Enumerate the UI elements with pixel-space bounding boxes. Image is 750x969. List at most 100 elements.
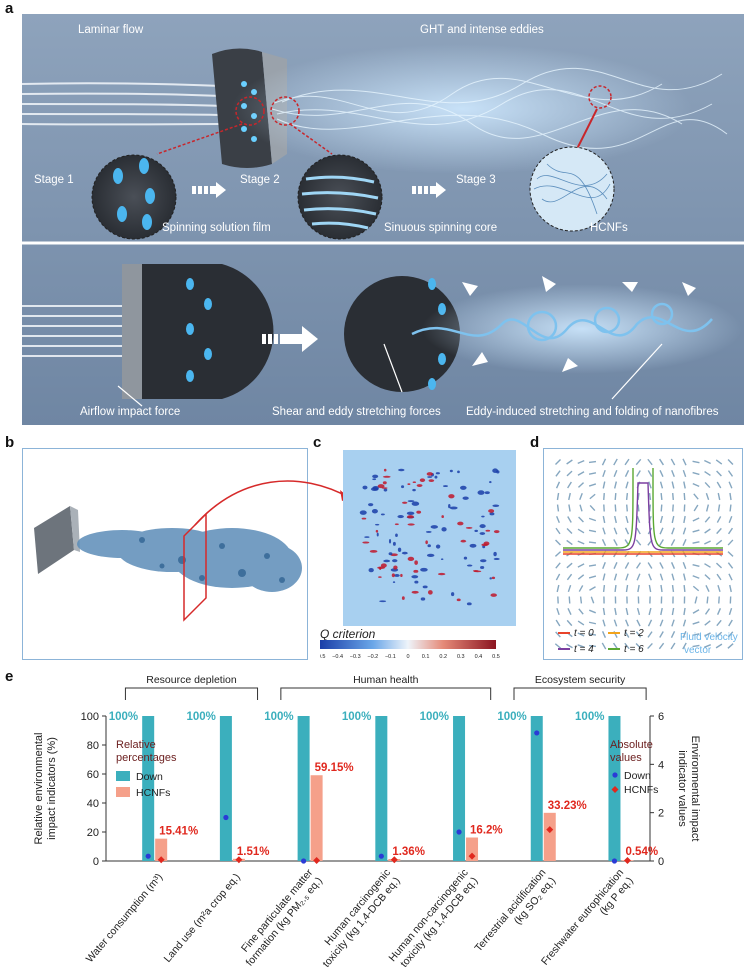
- fibre-strands-top: [271, 67, 728, 149]
- q-colorbar-tick: 0.1: [422, 654, 430, 660]
- bar-down: [530, 716, 543, 861]
- velocity-vector: [693, 493, 699, 500]
- q-blob: [380, 563, 387, 568]
- plane-arrow: [194, 480, 351, 526]
- velocity-vector: [727, 643, 734, 649]
- q-blob: [448, 504, 451, 509]
- q-colorbar-tick: 0: [406, 654, 409, 660]
- velocity-vector: [624, 562, 630, 569]
- q-colorbar-tick: −0.4: [332, 654, 343, 660]
- label-shear-eddy: Shear and eddy stretching forces: [272, 406, 441, 418]
- fluid-velocity-label-2: vector: [684, 645, 712, 656]
- abs-marker-down: [378, 853, 384, 859]
- velocity-vector: [692, 644, 700, 648]
- velocity-vector: [637, 492, 640, 501]
- velocity-vector: [601, 642, 607, 650]
- q-blob: [395, 533, 398, 537]
- velocity-vector: [648, 492, 652, 501]
- legend-t0: t = 0: [558, 628, 594, 639]
- velocity-vector: [566, 459, 573, 465]
- bar-down: [375, 716, 388, 861]
- velocity-vector: [683, 515, 686, 524]
- velocity-vector: [692, 609, 700, 614]
- velocity-vector: [659, 539, 664, 546]
- y-axis-title-left: Relative environmentalimpact indicators …: [33, 733, 58, 845]
- velocity-vector: [660, 584, 663, 593]
- q-blob: [376, 532, 379, 537]
- velocity-vector: [703, 644, 712, 648]
- shear-circle: [344, 276, 460, 392]
- velocity-vector: [716, 573, 722, 581]
- velocity-vector: [602, 481, 606, 489]
- big-arrow: [262, 326, 318, 352]
- laminar-flow-lines: [22, 82, 223, 126]
- q-blob: [425, 530, 432, 533]
- velocity-vector: [670, 458, 676, 466]
- velocity-vector: [647, 562, 653, 569]
- y-tick-label-left: 0: [93, 856, 99, 868]
- x-category-label: Fine particulate matterformation (kg PM₂…: [234, 866, 325, 968]
- legend-t2: t = 2: [608, 628, 644, 639]
- bar-label-hcnfs: 59.15%: [315, 762, 354, 774]
- velocity-vector: [648, 573, 652, 581]
- y-axis-title-right: Environmental impactindicator values: [676, 736, 701, 842]
- bar-label-hcnfs: 1.36%: [392, 846, 425, 858]
- velocity-vector: [728, 607, 733, 616]
- q-blob: [407, 500, 415, 503]
- group-label: Resource depletion: [146, 674, 237, 686]
- velocity-vector: [660, 607, 663, 616]
- bar-label-hcnfs: 15.41%: [159, 826, 198, 838]
- panel-letter-c: c: [313, 434, 322, 451]
- legend-label-abs-hcnfs: HCNFs: [624, 784, 658, 796]
- q-blob: [427, 476, 433, 478]
- q-blob: [451, 592, 455, 597]
- q-blob: [437, 572, 446, 576]
- q-blob: [375, 529, 379, 533]
- q-blob: [393, 565, 398, 570]
- q-blob: [378, 576, 382, 578]
- q-blob: [462, 496, 469, 500]
- velocity-vector: [672, 492, 674, 501]
- q-blob: [407, 556, 415, 562]
- legend-label-hcnfs: HCNFs: [136, 787, 170, 799]
- bar-label-down: 100%: [342, 711, 371, 723]
- velocity-vector: [613, 469, 618, 478]
- legend-right-title-2: values: [610, 752, 642, 764]
- velocity-vector: [647, 458, 653, 466]
- q-blob: [460, 539, 467, 543]
- q-blob: [413, 569, 419, 573]
- q-blob: [493, 530, 500, 534]
- velocity-vector: [589, 586, 596, 591]
- bar-label-down: 100%: [497, 711, 526, 723]
- velocity-vector: [556, 584, 560, 593]
- q-blob: [460, 485, 467, 490]
- legend-marker-hcnfs: [611, 786, 619, 793]
- q-blob: [428, 479, 435, 483]
- q-blob: [449, 506, 458, 510]
- velocity-vector: [728, 619, 733, 627]
- q-blob: [392, 581, 396, 584]
- velocity-vector: [588, 575, 597, 579]
- legend-t6: t = 6: [608, 644, 644, 655]
- velocity-vector: [683, 492, 686, 501]
- q-criterion-colorbar: −0.5 −0.4 −0.3 −0.2 −0.1 0 0.1 0.2 0.3 0.4 0.5: [320, 640, 500, 660]
- q-blob: [479, 524, 486, 529]
- legend-marker-down: [612, 772, 618, 778]
- velocity-vector: [717, 504, 721, 512]
- velocity-vector: [625, 481, 629, 489]
- bar-hcnfs: [543, 812, 556, 861]
- velocity-vector: [693, 504, 699, 512]
- bar-hcnfs: [155, 838, 168, 861]
- velocity-vector: [556, 607, 560, 616]
- velocity-vector: [614, 584, 617, 593]
- abs-marker-hcnfs: [235, 856, 243, 864]
- label-spinning-solution-film: Spinning solution film: [162, 222, 271, 234]
- velocity-vector: [715, 539, 723, 546]
- panel-a-illustration: [22, 14, 744, 425]
- y-tick-label-left: 60: [87, 769, 99, 781]
- velocity-vector: [671, 515, 675, 524]
- velocity-vector: [613, 458, 618, 466]
- velocity-vector: [671, 527, 675, 535]
- velocity-vector: [555, 562, 561, 569]
- legend-left-title-1: Relative: [116, 739, 156, 751]
